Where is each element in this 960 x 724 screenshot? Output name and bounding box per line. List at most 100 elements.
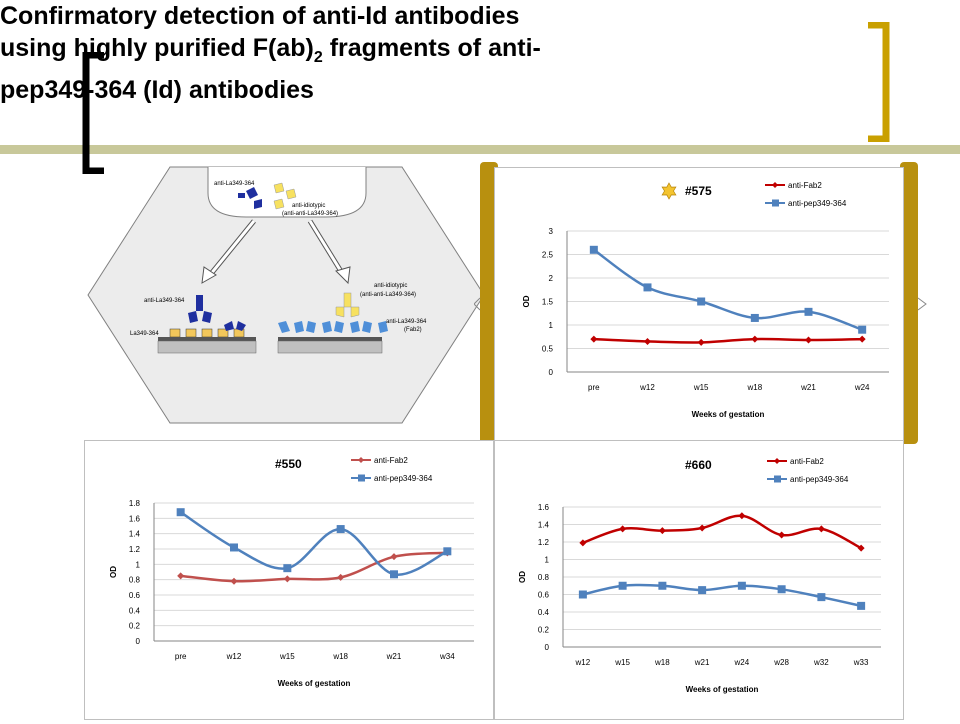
x-tick-label: w18 <box>654 658 670 667</box>
title-line-1: Confirmatory detection of anti-Id antibo… <box>0 2 520 30</box>
data-point <box>857 544 865 552</box>
diagram-right-fab-label: anti-La349-364 <box>386 319 427 325</box>
diagram-top-antibody-label: anti-La349-364 <box>214 181 255 187</box>
x-tick-label: w18 <box>332 652 348 661</box>
chart-550: 0 0.2 0.4 0.6 0.8 1 1.2 1.4 1.6 1.8 pre w12 w15 w18 w2… <box>109 456 474 688</box>
right-plate <box>278 337 382 341</box>
data-point <box>578 590 587 599</box>
title-line-3: pep349-364 (Id) antibodies <box>0 76 314 104</box>
data-point <box>737 581 746 590</box>
right-arrow-icon <box>307 219 351 285</box>
y-tick-label: 1.5 <box>542 298 554 307</box>
olive-divider-bar <box>0 145 960 154</box>
star-icon <box>661 182 677 200</box>
x-tick-label: w12 <box>639 383 655 392</box>
data-point <box>804 307 813 316</box>
top-antibody-icon <box>238 187 262 209</box>
x-tick-label: pre <box>588 383 600 392</box>
diagram-top-antiid-label: anti-idiotypic <box>292 203 325 209</box>
data-point <box>778 531 786 539</box>
legend-marker <box>358 474 365 482</box>
left-plate <box>158 337 256 341</box>
data-point <box>738 512 746 520</box>
data-point <box>230 543 238 552</box>
title-subscript: 2 <box>313 49 323 66</box>
left-plate-base <box>157 340 257 354</box>
x-tick-label: w34 <box>439 652 455 661</box>
legend-marker <box>772 199 779 207</box>
x-tick-label: w15 <box>614 658 630 667</box>
data-point <box>658 527 666 535</box>
chart-title: #660 <box>685 458 712 472</box>
x-tick-label: w12 <box>575 658 591 667</box>
data-point <box>177 572 185 580</box>
y-tick-label: 1.2 <box>129 545 141 554</box>
data-point <box>658 581 667 590</box>
diagram-right-antiid-label: anti-idiotypic <box>374 283 407 289</box>
x-tick-label: w33 <box>853 658 869 667</box>
assay-diagram: anti-La349-364 anti-idiotypic (anti-anti… <box>87 166 485 424</box>
y-tick-label: 2.5 <box>542 251 554 260</box>
legend-label: anti-pep349-364 <box>788 199 847 208</box>
legend-marker <box>772 182 778 188</box>
chart-575: 0 0.5 1 1.5 2 2.5 3 pre w12 w15 w18 w21 w24 Weeks of … <box>522 181 889 419</box>
y-tick-label: 0.2 <box>129 622 141 631</box>
data-point <box>858 325 867 334</box>
data-point <box>643 283 652 292</box>
x-axis-label: Weeks of gestation <box>692 410 765 419</box>
y-tick-label: 1.2 <box>538 538 550 547</box>
data-point <box>805 336 812 344</box>
y-tick-label: 3 <box>549 227 554 236</box>
data-point <box>390 570 398 579</box>
data-point <box>619 525 627 533</box>
y-tick-label: 0.2 <box>538 626 550 635</box>
y-tick-label: 2 <box>549 274 554 283</box>
right-fab-row-icon <box>278 321 388 333</box>
data-point <box>698 524 706 532</box>
data-point <box>283 575 291 583</box>
right-plate-base <box>277 340 383 354</box>
y-tick-label: 1 <box>545 556 550 565</box>
chart-575-box: 0 0.5 1 1.5 2 2.5 3 pre w12 w15 w18 w21 w24 Weeks of … <box>494 167 904 443</box>
x-tick-label: w21 <box>386 652 402 661</box>
data-point <box>176 508 185 517</box>
y-tick-label: 1 <box>136 560 141 569</box>
data-point <box>618 581 627 590</box>
y-tick-label: 1.6 <box>538 503 550 512</box>
slide-title: Confirmatory detection of anti-Id antibo… <box>0 0 720 106</box>
data-point <box>777 585 786 594</box>
series-line-anti-fab2 <box>593 337 863 344</box>
title-line-2b: fragments of anti- <box>322 34 541 62</box>
data-point <box>817 593 826 602</box>
legend-marker <box>774 458 780 464</box>
y-tick-label: 0.8 <box>538 573 550 582</box>
right-bracket-icon <box>868 22 890 142</box>
series-line-anti-pep349-364 <box>593 248 863 331</box>
legend-label: anti-pep349-364 <box>374 474 433 483</box>
legend-marker <box>358 457 364 463</box>
title-line-2a: using highly purified F(ab) <box>0 34 314 62</box>
data-point <box>697 338 705 346</box>
diagram-right-antiid-label-2: (anti-anti-La349-364) <box>360 292 416 298</box>
data-point <box>336 525 345 534</box>
data-point <box>751 335 759 343</box>
data-point <box>590 335 598 343</box>
data-point <box>589 245 598 254</box>
data-point <box>390 553 398 561</box>
data-point <box>644 337 651 345</box>
legend-marker <box>774 475 781 483</box>
x-axis-label: Weeks of gestation <box>278 679 351 688</box>
data-point <box>817 525 825 533</box>
chart-660-box: 0 0.2 0.4 0.6 0.8 1 1.2 1.4 1.6 w12 w15 w18 w21 w24 w2… <box>494 440 904 720</box>
data-point <box>230 577 238 585</box>
x-tick-label: w21 <box>800 383 816 392</box>
y-tick-label: 0 <box>136 637 141 646</box>
y-axis-label: OD <box>518 571 527 583</box>
data-point <box>857 601 866 610</box>
chart-660: 0 0.2 0.4 0.6 0.8 1 1.2 1.4 1.6 w12 w15 w18 w21 w24 w2… <box>518 457 881 694</box>
y-tick-label: 0 <box>545 643 550 652</box>
diagram-right-fab-label-2: (Fab2) <box>404 327 422 333</box>
x-tick-label: pre <box>175 652 187 661</box>
y-axis-label: OD <box>522 295 531 307</box>
data-point <box>750 313 759 322</box>
